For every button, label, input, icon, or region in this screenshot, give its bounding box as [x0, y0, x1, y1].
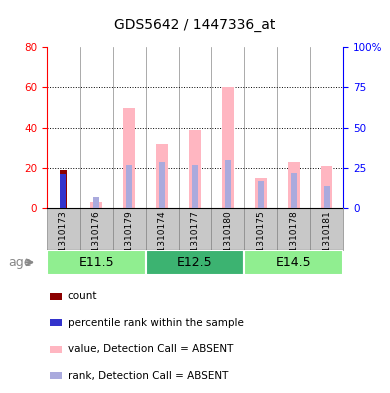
Bar [288, 162, 300, 208]
Bar [222, 87, 234, 208]
Bar [324, 186, 330, 208]
Bar [93, 197, 99, 208]
Bar [50, 372, 62, 379]
Text: value, Detection Call = ABSENT: value, Detection Call = ABSENT [67, 344, 233, 354]
Bar [47, 208, 80, 250]
Bar [145, 250, 245, 275]
Text: percentile rank within the sample: percentile rank within the sample [67, 318, 243, 328]
Bar [179, 208, 211, 250]
Text: count: count [67, 291, 97, 301]
Bar [80, 208, 113, 250]
Text: GSM1310181: GSM1310181 [322, 210, 331, 271]
Bar [113, 208, 145, 250]
Bar [159, 162, 165, 208]
Text: GDS5642 / 1447336_at: GDS5642 / 1447336_at [114, 18, 276, 32]
Bar [211, 208, 245, 250]
Text: GSM1310180: GSM1310180 [223, 210, 232, 271]
Text: E12.5: E12.5 [177, 256, 213, 269]
Text: GSM1310175: GSM1310175 [256, 210, 265, 271]
Text: E11.5: E11.5 [78, 256, 114, 269]
Bar [245, 250, 343, 275]
Text: GSM1310177: GSM1310177 [190, 210, 200, 271]
Bar [126, 165, 132, 208]
Text: GSM1310173: GSM1310173 [59, 210, 68, 271]
Text: GSM1310178: GSM1310178 [289, 210, 298, 271]
Bar [156, 144, 168, 208]
Text: E14.5: E14.5 [276, 256, 312, 269]
Bar [123, 108, 135, 208]
Bar [90, 202, 102, 208]
Bar [60, 170, 67, 208]
Text: GSM1310179: GSM1310179 [125, 210, 134, 271]
Bar [258, 181, 264, 208]
Bar [50, 319, 62, 326]
Bar [192, 165, 198, 208]
Bar [245, 208, 277, 250]
Bar [47, 250, 145, 275]
Bar [310, 208, 343, 250]
Text: age: age [8, 256, 31, 269]
Text: GSM1310174: GSM1310174 [158, 210, 167, 271]
Bar [60, 174, 66, 208]
Bar [225, 160, 231, 208]
Bar [50, 346, 62, 353]
Bar [291, 173, 297, 208]
Bar [255, 178, 267, 208]
Bar [277, 208, 310, 250]
Bar [321, 166, 333, 208]
Bar [189, 130, 201, 208]
Text: rank, Detection Call = ABSENT: rank, Detection Call = ABSENT [67, 371, 228, 381]
Bar [50, 293, 62, 300]
Bar [145, 208, 179, 250]
Text: GSM1310176: GSM1310176 [92, 210, 101, 271]
